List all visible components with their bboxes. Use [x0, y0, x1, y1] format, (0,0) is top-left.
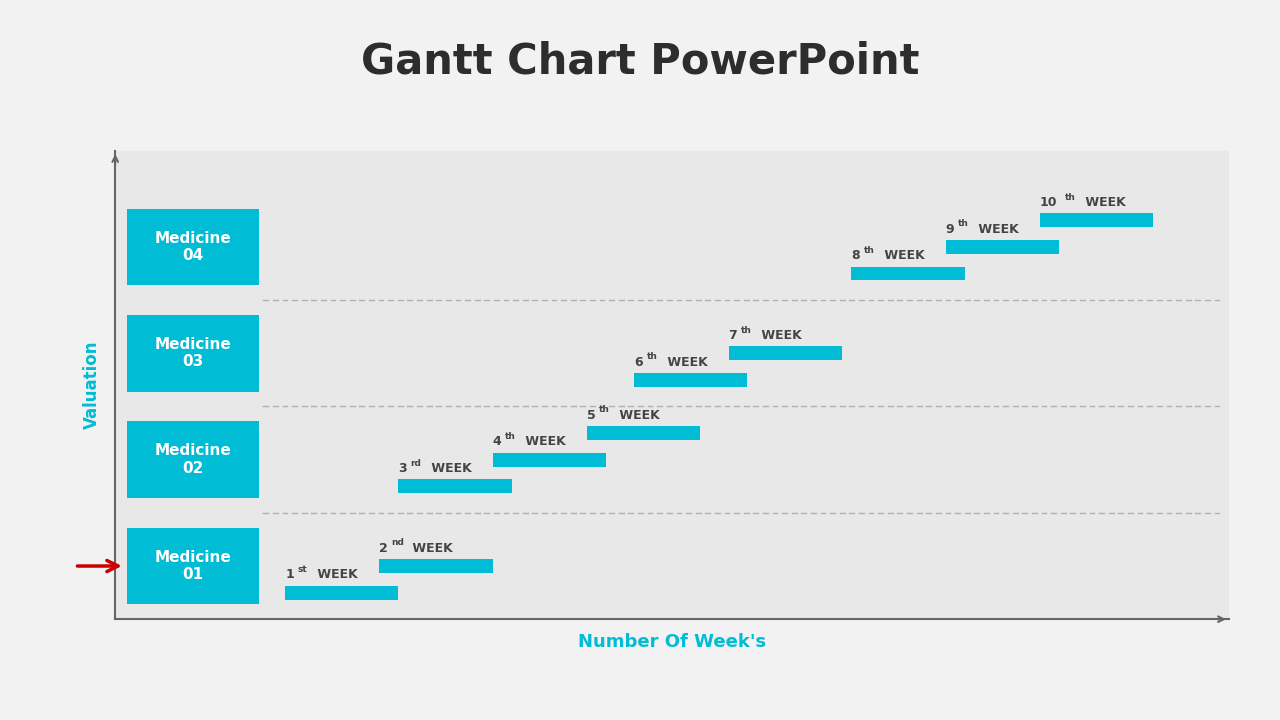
Text: th: th	[957, 220, 969, 228]
FancyBboxPatch shape	[946, 240, 1059, 254]
FancyBboxPatch shape	[398, 480, 512, 493]
X-axis label: Number Of Week's: Number Of Week's	[579, 633, 765, 651]
Text: th: th	[646, 352, 658, 361]
Text: 6: 6	[635, 356, 643, 369]
Text: 2: 2	[379, 542, 388, 555]
Text: WEEK: WEEK	[426, 462, 471, 475]
Text: th: th	[599, 405, 611, 415]
Text: WEEK: WEEK	[879, 249, 924, 262]
Text: Medicine
04: Medicine 04	[154, 230, 230, 263]
Text: th: th	[1065, 193, 1075, 202]
Text: th: th	[504, 432, 516, 441]
Text: WEEK: WEEK	[408, 542, 453, 555]
FancyBboxPatch shape	[379, 559, 493, 573]
Y-axis label: Valuation: Valuation	[83, 341, 101, 429]
Text: WEEK: WEEK	[974, 222, 1019, 235]
Text: nd: nd	[392, 539, 404, 547]
Text: 3: 3	[398, 462, 407, 475]
FancyBboxPatch shape	[728, 346, 842, 360]
Text: 1: 1	[285, 569, 294, 582]
Text: WEEK: WEEK	[521, 436, 566, 449]
Text: 5: 5	[588, 409, 595, 422]
FancyBboxPatch shape	[127, 421, 259, 498]
Text: 8: 8	[851, 249, 860, 262]
Text: WEEK: WEEK	[314, 569, 358, 582]
Text: 7: 7	[728, 329, 737, 342]
Text: st: st	[297, 565, 307, 574]
FancyBboxPatch shape	[127, 528, 259, 604]
Text: rd: rd	[411, 459, 421, 467]
Text: Medicine
03: Medicine 03	[154, 337, 230, 369]
Text: Medicine
02: Medicine 02	[154, 444, 230, 476]
FancyBboxPatch shape	[127, 315, 259, 392]
FancyBboxPatch shape	[285, 585, 398, 600]
Text: WEEK: WEEK	[1080, 196, 1125, 210]
Text: 4: 4	[493, 436, 502, 449]
Text: WEEK: WEEK	[616, 409, 660, 422]
Text: WEEK: WEEK	[756, 329, 801, 342]
Text: Gantt Chart PowerPoint: Gantt Chart PowerPoint	[361, 40, 919, 82]
FancyBboxPatch shape	[493, 453, 605, 467]
Text: 9: 9	[946, 222, 955, 235]
Text: WEEK: WEEK	[663, 356, 708, 369]
FancyBboxPatch shape	[851, 266, 965, 280]
Text: Medicine
01: Medicine 01	[154, 550, 230, 582]
FancyBboxPatch shape	[635, 373, 748, 387]
FancyBboxPatch shape	[588, 426, 700, 440]
Text: th: th	[741, 325, 751, 335]
FancyBboxPatch shape	[127, 209, 259, 285]
FancyBboxPatch shape	[1041, 213, 1153, 228]
Text: 10: 10	[1041, 196, 1057, 210]
Text: th: th	[864, 246, 874, 255]
